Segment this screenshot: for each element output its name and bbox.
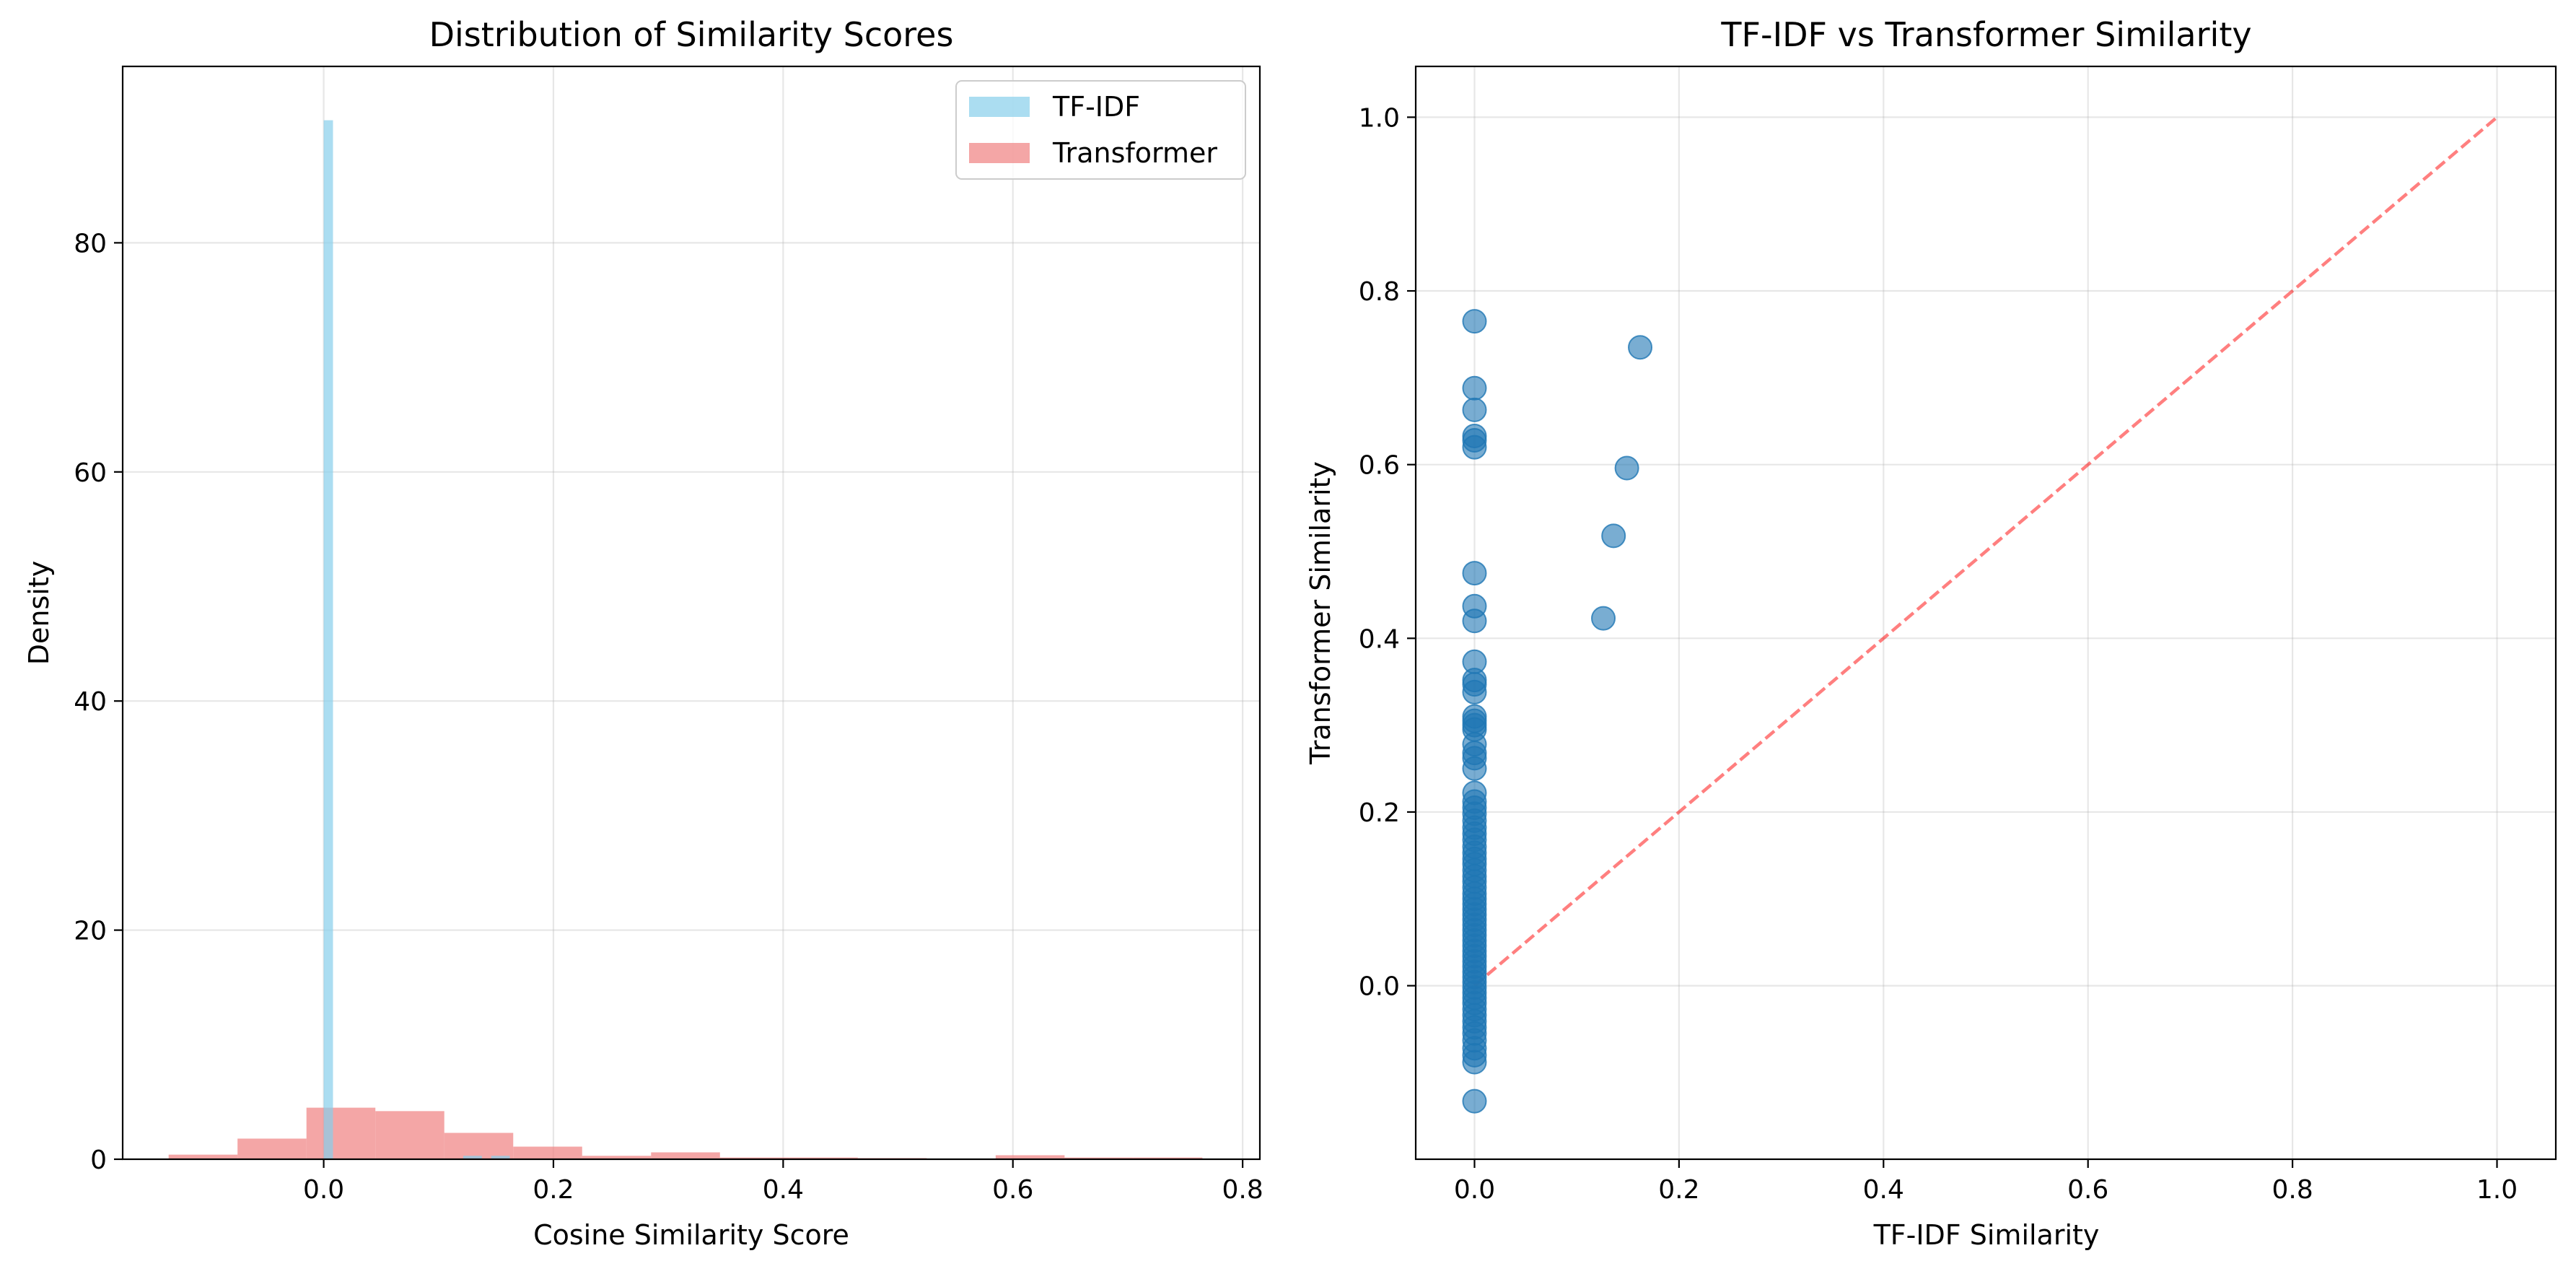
tfidf-bar — [500, 1156, 510, 1159]
scatter-x-ticks: 0.0 0.2 0.4 0.6 0.8 1.0 — [1454, 1159, 2518, 1205]
y-tick-label: 60 — [74, 458, 107, 488]
tfidf-histogram-bars — [323, 120, 510, 1159]
y-tick-label: 80 — [74, 229, 107, 258]
scatter-point — [1462, 1088, 1487, 1114]
legend-swatch-tfidf — [969, 97, 1030, 117]
scatter-point — [1462, 435, 1487, 460]
transformer-bar — [789, 1157, 858, 1159]
histogram-plot-frame — [121, 65, 1261, 1161]
scatter-plot-frame — [1414, 65, 2557, 1161]
scatter-point — [1462, 397, 1487, 422]
tfidf-bar — [491, 1156, 501, 1159]
x-tick-label: 0.8 — [2271, 1175, 2313, 1205]
scatter-point — [1462, 561, 1487, 586]
histogram-x-axis-label: Cosine Similarity Score — [533, 1219, 849, 1251]
transformer-bar — [719, 1157, 789, 1159]
transformer-bar — [375, 1111, 444, 1159]
x-tick-label: 0.4 — [1863, 1175, 1904, 1205]
tfidf-bar — [323, 120, 333, 1159]
scatter-point — [1462, 309, 1487, 334]
x-tick-label: 0.2 — [533, 1175, 574, 1205]
x-tick-label: 0.0 — [1454, 1175, 1495, 1205]
scatter-points — [1462, 309, 1653, 1114]
transformer-bar — [444, 1133, 514, 1159]
x-tick-label: 0.2 — [1658, 1175, 1699, 1205]
transformer-bar — [1133, 1157, 1203, 1159]
legend-swatch-transformer — [969, 143, 1030, 163]
x-tick-label: 0.8 — [1222, 1175, 1263, 1205]
y-tick-label: 0 — [90, 1146, 107, 1175]
scatter-title: TF-IDF vs Transformer Similarity — [1720, 15, 2251, 54]
histogram-y-axis-label: Density — [23, 561, 55, 665]
y-tick-label: 1.0 — [1359, 103, 1400, 133]
histogram-y-ticks: 0 20 40 60 80 — [74, 229, 123, 1175]
scatter-point — [1462, 1050, 1487, 1075]
transformer-bar — [168, 1154, 238, 1159]
scatter-point — [1601, 523, 1626, 549]
transformer-bar — [1064, 1157, 1134, 1159]
scatter-point — [1614, 455, 1639, 481]
scatter-point — [1462, 756, 1487, 781]
y-tick-label: 20 — [74, 917, 107, 946]
x-tick-label: 0.0 — [303, 1175, 344, 1205]
transformer-histogram-bars — [168, 1107, 1203, 1159]
scatter-y-ticks: 0.0 0.2 0.4 0.6 0.8 1.0 — [1359, 103, 1416, 1002]
x-tick-label: 0.6 — [2067, 1175, 2108, 1205]
y-tick-label: 0.6 — [1359, 451, 1400, 481]
scatter-point — [1462, 375, 1487, 401]
y-tick-label: 0.8 — [1359, 277, 1400, 307]
transformer-bar — [237, 1138, 307, 1159]
transformer-bar — [995, 1155, 1065, 1159]
scatter-grid — [1416, 66, 2556, 1159]
y-tick-label: 0.2 — [1359, 798, 1400, 828]
transformer-bar — [513, 1146, 582, 1159]
histogram-panel: Distribution of Similarity Scores 0.0 0.2… — [23, 15, 1263, 1251]
scatter-point — [1628, 335, 1653, 360]
transformer-bar — [582, 1156, 652, 1159]
scatter-panel: TF-IDF vs Transformer Similarity 0.0 0.2 0… — [1305, 15, 2557, 1251]
histogram-title: Distribution of Similarity Scores — [429, 15, 954, 54]
scatter-x-axis-label: TF-IDF Similarity — [1873, 1219, 2100, 1251]
tfidf-bar — [463, 1156, 473, 1159]
tfidf-bar — [472, 1156, 482, 1159]
scatter-point — [1591, 606, 1616, 631]
legend-label-tfidf: TF-IDF — [1052, 91, 1140, 123]
scatter-point — [1462, 608, 1487, 634]
y-tick-label: 0.4 — [1359, 624, 1400, 654]
y-tick-label: 40 — [74, 687, 107, 717]
histogram-x-ticks: 0.0 0.2 0.4 0.6 0.8 — [303, 1159, 1263, 1205]
x-tick-label: 0.4 — [763, 1175, 804, 1205]
histogram-legend: TF-IDF Transformer — [955, 80, 1246, 180]
x-tick-label: 0.6 — [992, 1175, 1033, 1205]
y-tick-label: 0.0 — [1359, 972, 1400, 1002]
legend-label-transformer: Transformer — [1052, 137, 1217, 169]
transformer-bar — [306, 1107, 376, 1159]
scatter-y-axis-label: Transformer Similarity — [1305, 461, 1336, 765]
diagonal-reference-line — [1473, 115, 2498, 987]
transformer-bar — [651, 1152, 720, 1159]
x-tick-label: 1.0 — [2476, 1175, 2518, 1205]
scatter-point — [1462, 679, 1487, 704]
